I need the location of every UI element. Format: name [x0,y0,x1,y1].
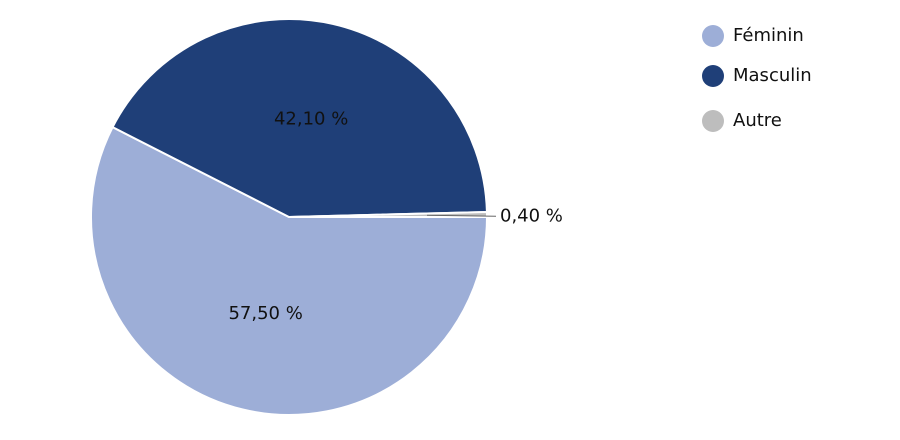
slice-label: 42,10 % [274,108,348,129]
pie-slice [90,125,489,416]
pie-slice [111,18,488,219]
legend-label: Féminin [733,25,804,46]
legend-swatch [702,110,724,132]
legend-label: Autre [733,110,782,131]
slice-label: 0,40 % [500,205,563,226]
slice-label: 57,50 % [228,303,302,324]
legend-swatch [702,65,724,87]
legend-swatch [702,25,724,47]
legend-label: Masculin [733,65,812,86]
leader-line [426,214,497,217]
